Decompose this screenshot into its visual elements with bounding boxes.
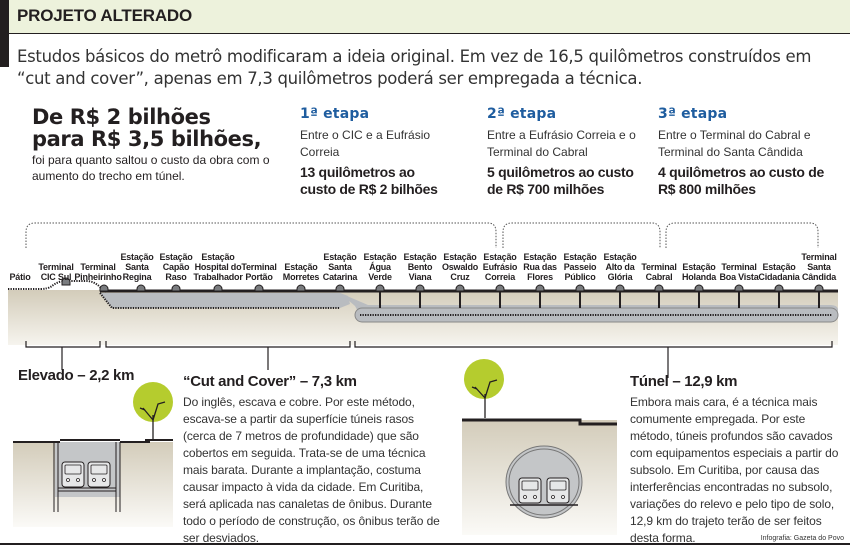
station-morretes[interactable]: Estação Morretes xyxy=(282,262,320,282)
cost-headline: De R$ 2 bilhões para R$ 3,5 bilhões, xyxy=(32,105,262,151)
station-terminal-cabral[interactable]: Terminal Cabral xyxy=(641,262,677,282)
tunel-title: Túnel – 12,9 km xyxy=(630,373,738,390)
stage-1: 1ª etapa Entre o CIC e a Eufrásio Correi… xyxy=(300,106,470,198)
cut-cover-illustration xyxy=(13,382,173,527)
stage-1-title: 1ª etapa xyxy=(300,106,370,122)
station-terminal-pinheirinho[interactable]: Terminal Pinheirinho xyxy=(74,262,122,282)
station-santa-catarina[interactable]: Estação Santa Catarina xyxy=(322,252,358,282)
bottom-rule xyxy=(0,543,850,545)
stage-3-cost: 4 quilômetros ao custo de R$ 800 milhões xyxy=(658,164,824,197)
station-rua-das-flores[interactable]: Estação Rua das Flores xyxy=(523,252,557,282)
lead-paragraph: Estudos básicos do metrô modificaram a i… xyxy=(17,47,812,88)
cut-cover-text: Do inglês, escava e cobre. Por este méto… xyxy=(183,395,440,545)
elevado-title: Elevado – 2,2 km xyxy=(18,367,135,384)
stage-2-cost: 5 quilômetros ao custo de R$ 700 milhões xyxy=(487,164,634,197)
station-terminal-santa-candida[interactable]: Terminal Santa Cândida xyxy=(801,252,837,282)
station-bento-viana[interactable]: Estação Bento Viana xyxy=(403,252,437,282)
credit: Infografia: Gazeta do Povo xyxy=(760,535,844,542)
station-terminal-portao[interactable]: Terminal Portão xyxy=(241,262,277,282)
station-hospital-do-trabalhador[interactable]: Estação Hospital do Trabalhador xyxy=(193,252,243,282)
station-markers xyxy=(61,277,824,292)
left-accent-rule xyxy=(0,0,9,67)
station-holanda[interactable]: Estação Holanda xyxy=(681,262,717,282)
station-santa-regina[interactable]: Estação Santa Regina xyxy=(120,252,154,282)
station-capao-raso[interactable]: Estação Capão Raso xyxy=(159,252,193,282)
track-diagram xyxy=(8,222,839,378)
tunnel-illustration xyxy=(462,359,617,535)
cost-headline-line1: De R$ 2 bilhões xyxy=(32,105,211,129)
stage-2-description: Entre a Eufrásio Correia e o Terminal do… xyxy=(487,128,636,159)
stage-3: 3ª etapa Entre o Terminal do Cabral e Te… xyxy=(658,106,828,198)
station-oswaldo-cruz[interactable]: Estação Oswaldo Cruz xyxy=(441,252,479,282)
station-agua-verde[interactable]: Estação Água Verde xyxy=(363,252,397,282)
tunel-text: Embora mais cara, é a técnica mais comum… xyxy=(630,395,839,545)
station-alto-da-gloria[interactable]: Estação Alto da Glória xyxy=(603,252,637,282)
station-patio[interactable]: Pátio xyxy=(9,272,31,282)
stage-3-title: 3ª etapa xyxy=(658,106,728,122)
tree-icon xyxy=(133,382,173,422)
stage-2: 2ª etapa Entre a Eufrásio Correia e o Te… xyxy=(487,106,657,198)
cost-headline-line2: para R$ 3,5 bilhões, xyxy=(32,127,262,151)
stage-1-description: Entre o CIC e a Eufrásio Correia xyxy=(300,128,431,159)
cost-subtext: foi para quanto saltou o custo da obra c… xyxy=(32,153,270,183)
stage-2-title: 2ª etapa xyxy=(487,106,557,122)
cut-cover-title: “Cut and Cover” – 7,3 km xyxy=(183,373,357,390)
station-passeio-publico[interactable]: Estação Passeio Público xyxy=(563,252,597,282)
stage-3-description: Entre o Terminal do Cabral e Terminal do… xyxy=(658,128,811,159)
header-bar xyxy=(0,0,850,34)
station-cidadania[interactable]: Estação Cidadania xyxy=(758,262,800,282)
stage-brackets xyxy=(25,222,819,248)
stage-1-cost: 13 quilômetros ao custo de R$ 2 bilhões xyxy=(300,164,438,197)
station-terminal-cic-sul[interactable]: Terminal CIC Sul xyxy=(38,262,74,282)
station-labels: Pátio Terminal CIC Sul Terminal Pinheirinh… xyxy=(0,252,850,284)
tree-icon xyxy=(464,359,504,399)
station-terminal-boa-vista[interactable]: Terminal Boa Vista xyxy=(719,262,759,282)
station-eufrasio-correia[interactable]: Estação Eufrásio Correia xyxy=(482,252,518,282)
header-title: PROJETO ALTERADO xyxy=(17,6,193,25)
